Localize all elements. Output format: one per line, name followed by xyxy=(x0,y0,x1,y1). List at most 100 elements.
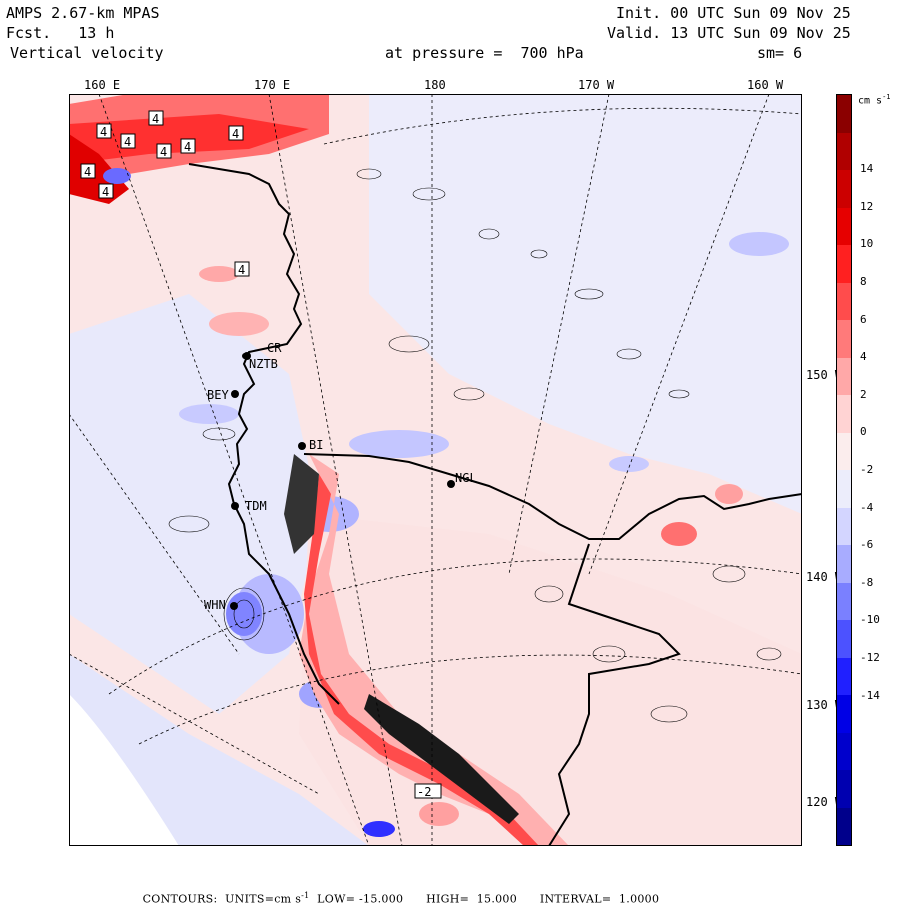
coastline xyxy=(188,163,802,846)
colorbar-swatch xyxy=(837,657,851,695)
contour-low: LOW= -15.000 xyxy=(317,892,404,906)
station-marker: WHN xyxy=(204,598,238,612)
colorbar xyxy=(836,94,852,846)
colorbar-swatch xyxy=(837,357,851,395)
contour-label-text: 4 xyxy=(232,127,239,141)
downdraft xyxy=(349,430,449,458)
downdraft xyxy=(226,592,262,636)
colorbar-label: 14 xyxy=(860,162,874,176)
no-data-corner xyxy=(69,734,129,846)
contour-label-text: 4 xyxy=(160,145,167,159)
station-label: TDM xyxy=(245,499,267,513)
contour-label-text: 4 xyxy=(184,140,191,154)
colorbar-label: 6 xyxy=(860,312,867,326)
colorbar-swatch xyxy=(837,695,851,733)
contour-label: 4 xyxy=(180,138,196,154)
contours-units: CONTOURS: UNITS=cm s xyxy=(142,892,302,906)
contour-label-text: 4 xyxy=(152,112,159,126)
station-marker: NZTB xyxy=(242,353,278,371)
map-frame xyxy=(69,94,802,846)
colorbar-label: 12 xyxy=(860,199,874,213)
colorbar-swatch xyxy=(837,95,851,133)
lon-tick: 180 xyxy=(424,78,446,92)
init-time: Init. 00 UTC Sun 09 Nov 25 xyxy=(616,4,851,22)
lon-tick: 170 E xyxy=(254,78,291,92)
field-name: Vertical velocity xyxy=(10,44,164,62)
downdraft xyxy=(179,404,239,424)
pressure-level: at pressure = 700 hPa xyxy=(385,44,584,62)
colorbar-swatch xyxy=(837,207,851,245)
downdraft xyxy=(729,232,789,256)
map-panel: 4 4 4 4 4 4 4 4 4 -2 CR NZTB xyxy=(69,94,802,846)
contour-label-text: -2 xyxy=(417,785,431,799)
updraft-band xyxy=(304,474,539,846)
updraft xyxy=(661,522,697,546)
downdraft xyxy=(609,456,649,472)
colorbar-swatch xyxy=(837,507,851,545)
terrain-noise xyxy=(284,454,319,554)
colorbar-swatch xyxy=(837,245,851,283)
contour-label: 4 xyxy=(234,261,250,277)
colorbar-swatch xyxy=(837,732,851,770)
contour-label-text: 4 xyxy=(100,125,107,139)
colorbar-label: -12 xyxy=(860,651,880,664)
forecast-hour: Fcst. 13 h xyxy=(6,24,115,42)
contour-label-text: 4 xyxy=(102,185,109,199)
colorbar-label: -2 xyxy=(860,463,874,476)
colorbar-swatch xyxy=(837,545,851,583)
contour-label-text: 4 xyxy=(124,135,131,149)
contour-label: 4 xyxy=(148,110,164,126)
colorbar-label: -10 xyxy=(860,613,880,627)
updraft-band xyxy=(299,454,569,846)
station-label: BI xyxy=(309,438,323,452)
downdraft xyxy=(103,168,131,184)
updraft xyxy=(715,484,743,504)
updraft xyxy=(209,312,269,336)
model-title: AMPS 2.67-km MPAS xyxy=(6,4,160,22)
colorbar-swatch xyxy=(837,282,851,320)
station-marker: BEY xyxy=(207,388,239,402)
lon-tick: 160 E xyxy=(84,78,121,92)
station-label: BEY xyxy=(207,388,229,402)
contour-label: 4 xyxy=(98,183,114,199)
contour-label-text: 4 xyxy=(238,263,245,277)
station-label: WHN xyxy=(204,598,226,612)
colorbar-label: -8 xyxy=(860,575,874,589)
updraft xyxy=(199,266,239,282)
station-label: NGL xyxy=(455,471,477,485)
valid-time: Valid. 13 UTC Sun 09 Nov 25 xyxy=(607,24,851,42)
contour-high: HIGH= 15.000 xyxy=(426,892,518,906)
colorbar-swatch xyxy=(837,582,851,620)
contour-label: 4 xyxy=(120,133,136,149)
colorbar-label: 8 xyxy=(860,275,867,288)
colorbar-label: 10 xyxy=(860,237,874,251)
colorbar-swatch xyxy=(837,807,851,845)
lon-tick: 160 W xyxy=(747,78,784,92)
station-label: CR xyxy=(267,341,282,355)
contour-label: 4 xyxy=(156,143,172,159)
colorbar-swatch xyxy=(837,395,851,433)
colorbar-label: -14 xyxy=(860,688,880,702)
contour-label: 4 xyxy=(80,163,96,179)
colorbar-swatch xyxy=(837,470,851,508)
station-marker: BI xyxy=(298,438,323,452)
smoothing-value: sm= 6 xyxy=(757,44,803,62)
colorbar-swatch xyxy=(837,170,851,208)
contour-lines xyxy=(168,168,782,723)
colorbar-swatch xyxy=(837,132,851,170)
strong-updraft xyxy=(69,134,129,204)
contour-interval: INTERVAL= 1.0000 xyxy=(539,892,660,906)
graticule xyxy=(69,94,802,846)
station-marker: TDM xyxy=(231,499,267,513)
negative-field-east xyxy=(369,94,802,514)
updraft xyxy=(419,802,459,826)
colorbar-label: 0 xyxy=(860,425,867,439)
contour-label: 4 xyxy=(96,123,112,139)
station-label: NZTB xyxy=(249,357,278,371)
downdraft xyxy=(234,574,304,654)
terrain-noise xyxy=(364,694,519,824)
colorbar-label: -6 xyxy=(860,538,874,552)
downdraft xyxy=(363,821,395,837)
contour-label: 4 xyxy=(228,125,244,141)
colorbar-units: cm s-1 xyxy=(858,93,891,107)
